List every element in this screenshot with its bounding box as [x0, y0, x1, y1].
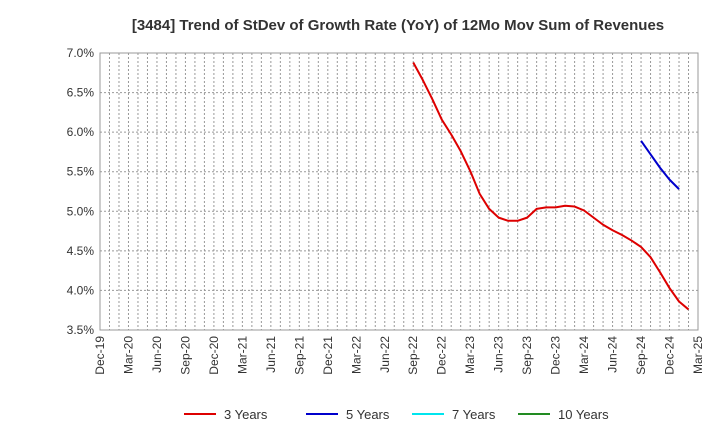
- series-line-5-years: [640, 140, 680, 190]
- y-tick-label: 4.0%: [67, 283, 95, 297]
- x-tick-label: Sep-21: [292, 336, 306, 375]
- x-tick-label: Dec-23: [549, 336, 563, 375]
- x-tick-label: Jun-20: [150, 336, 164, 373]
- legend-label: 7 Years: [452, 407, 496, 422]
- x-tick-label: Jun-22: [378, 336, 392, 373]
- x-tick-label: Jun-23: [492, 336, 506, 373]
- legend-item: 3 Years: [184, 407, 268, 422]
- x-tick-label: Mar-20: [121, 336, 135, 374]
- y-tick-label: 7.0%: [67, 46, 95, 60]
- y-tick-label: 5.0%: [67, 204, 95, 218]
- legend-item: 5 Years: [306, 407, 390, 422]
- x-tick-label: Dec-20: [207, 336, 221, 375]
- x-tick-label: Dec-22: [435, 336, 449, 375]
- y-tick-label: 3.5%: [67, 323, 95, 337]
- chart-title: [3484] Trend of StDev of Growth Rate (Yo…: [132, 17, 664, 34]
- x-tick-label: Jun-24: [606, 336, 620, 373]
- x-tick-label: Sep-20: [178, 336, 192, 375]
- legend-item: 7 Years: [412, 407, 496, 422]
- x-tick-label: Dec-21: [321, 336, 335, 375]
- x-tick-label: Mar-23: [463, 336, 477, 374]
- x-tick-label: Mar-24: [577, 336, 591, 374]
- legend-label: 5 Years: [346, 407, 390, 422]
- legend: 3 Years 5 Years 7 Years 10 Years: [184, 407, 609, 422]
- series-lines: [412, 62, 690, 311]
- series-line-3-years: [412, 62, 690, 311]
- y-axis-ticks: 3.5% 4.0% 4.5% 5.0% 5.5% 6.0% 6.5% 7.0%: [67, 46, 95, 337]
- y-tick-label: 5.5%: [67, 165, 95, 179]
- y-tick-label: 6.5%: [67, 86, 95, 100]
- x-tick-label: Mar-22: [349, 336, 363, 374]
- x-tick-label: Dec-19: [93, 336, 107, 375]
- x-tick-label: Dec-24: [663, 336, 677, 375]
- y-tick-label: 4.5%: [67, 244, 95, 258]
- grid-lines: [100, 52, 698, 331]
- x-tick-label: Jun-21: [264, 336, 278, 373]
- legend-label: 3 Years: [224, 407, 268, 422]
- x-tick-label: Mar-25: [691, 336, 705, 374]
- x-axis-ticks: Dec-19 Mar-20 Jun-20 Sep-20 Dec-20 Mar-21 Jun-…: [93, 336, 705, 375]
- legend-label: 10 Years: [558, 407, 609, 422]
- x-tick-label: Sep-24: [634, 336, 648, 375]
- plot-area-frame: [99, 52, 699, 331]
- x-tick-label: Mar-21: [235, 336, 249, 374]
- legend-item: 10 Years: [518, 407, 609, 422]
- x-tick-label: Sep-23: [520, 336, 534, 375]
- x-tick-label: Sep-22: [406, 336, 420, 375]
- y-tick-label: 6.0%: [67, 125, 95, 139]
